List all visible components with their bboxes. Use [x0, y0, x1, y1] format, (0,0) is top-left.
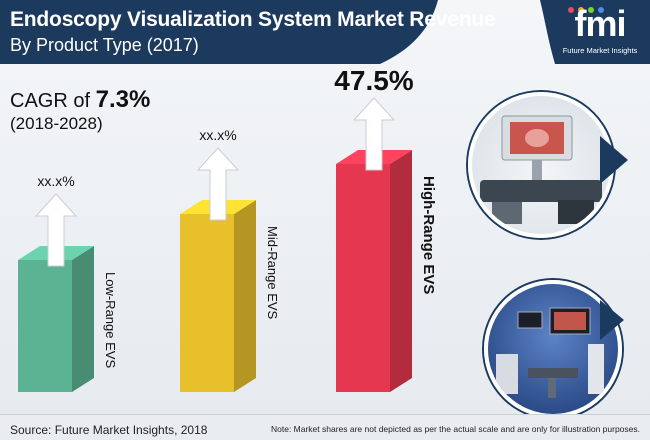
bar-high-range-evs	[336, 164, 390, 392]
category-label-high-range-evs: High-Range EVS	[420, 176, 437, 294]
logo-dots-icon	[568, 7, 604, 13]
cagr-value: 7.3%	[95, 86, 151, 113]
bar-side-high-range-evs	[390, 150, 412, 392]
note-text: Note: Market shares are not depicted as …	[270, 424, 640, 434]
logo-subtext: Future Market Insights	[562, 46, 638, 55]
header-band: Endoscopy Visualization System Market Re…	[0, 0, 650, 64]
category-label-mid-range-evs: Mid-Range EVS	[265, 226, 280, 320]
bar-side-low-range-evs	[72, 246, 94, 392]
photo-pointer-icon-2	[600, 300, 624, 340]
operating-room-photo	[484, 280, 622, 418]
endoscopy-tower-photo	[468, 92, 614, 238]
endoscopy-tower-image	[480, 115, 602, 224]
chart-subtitle: By Product Type (2017)	[10, 35, 199, 55]
bar-low-range-evs	[18, 260, 72, 392]
bar-side-mid-range-evs	[234, 200, 256, 392]
fmi-logo[interactable]: fmi Future Market Insights	[555, 4, 645, 60]
arrow-up-icon-low-range-evs	[34, 193, 78, 267]
header-background	[0, 0, 650, 64]
photo-pointer-icon	[600, 136, 628, 184]
cagr-prefix: CAGR of	[10, 90, 91, 112]
arrow-up-icon-high-range-evs	[352, 97, 396, 171]
value-label-high-range-evs: 47.5%	[334, 65, 413, 96]
footer: Source: Future Market Insights, 2018 Not…	[0, 414, 650, 440]
chart-title: Endoscopy Visualization System Market Re…	[10, 8, 496, 31]
cagr-period: (2018-2028)	[10, 114, 103, 133]
arrow-up-icon-mid-range-evs	[196, 147, 240, 221]
cagr-label: CAGR of 7.3%	[10, 86, 150, 114]
logo-text: fmi	[574, 3, 627, 44]
operating-room-image	[496, 307, 604, 398]
source-text: Source: Future Market Insights, 2018	[10, 423, 208, 437]
value-label-mid-range-evs: xx.x%	[199, 127, 236, 143]
category-label-low-range-evs: Low-Range EVS	[103, 272, 118, 368]
bar-mid-range-evs	[180, 214, 234, 392]
value-label-low-range-evs: xx.x%	[37, 173, 74, 189]
